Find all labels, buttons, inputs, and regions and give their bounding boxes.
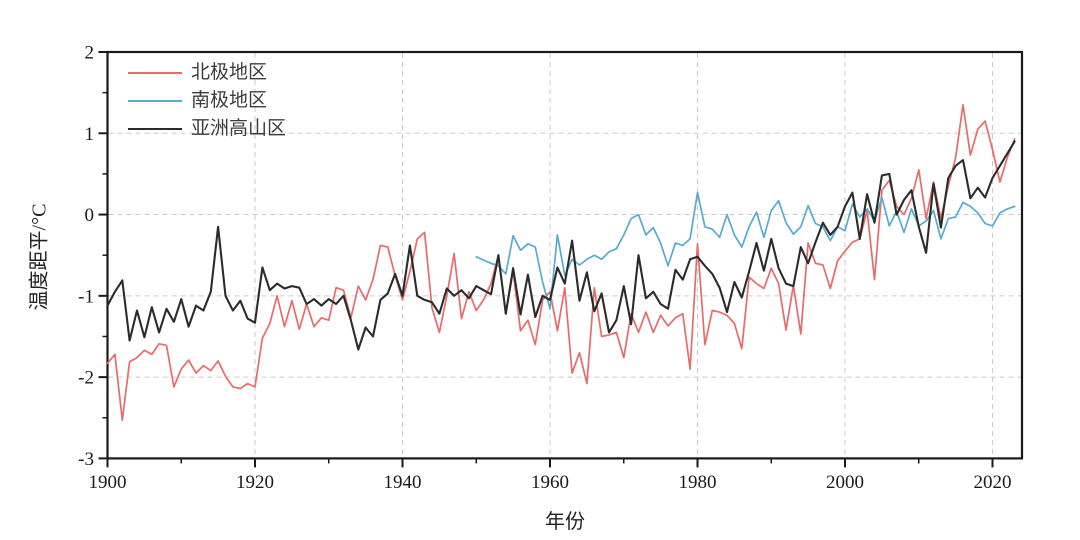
x-tick-label-1940: 1940	[384, 472, 422, 493]
x-tick-label-2020: 2020	[974, 472, 1012, 493]
y-tick-label-2: 2	[85, 43, 95, 64]
legend-item-asian-highlands: 亚洲高山区	[128, 115, 286, 143]
y-tick-label-0: 0	[85, 205, 95, 226]
asian-highlands-line-swatch	[128, 128, 182, 130]
legend-item-antarctic: 南极地区	[128, 87, 286, 115]
series-line-antarctic	[475, 191, 1016, 310]
legend-label-asian-highlands: 亚洲高山区	[191, 118, 287, 139]
legend: 北极地区 南极地区 亚洲高山区	[128, 59, 286, 143]
x-tick-label-1900: 1900	[89, 472, 127, 493]
y-axis-title: 温度距平/°C	[28, 203, 51, 311]
y-tick-label--2: -2	[78, 368, 94, 389]
series-line-arctic	[106, 103, 1016, 422]
legend-label-arctic: 北极地区	[191, 62, 268, 83]
x-tick-label-1980: 1980	[679, 472, 717, 493]
y-tick-label--3: -3	[78, 449, 94, 470]
legend-label-antarctic: 南极地区	[191, 90, 268, 111]
x-tick-label-1960: 1960	[531, 472, 569, 493]
legend-item-arctic: 北极地区	[128, 59, 286, 87]
series-line-asian-highlands	[106, 140, 1016, 351]
x-tick-label-1920: 1920	[236, 472, 274, 493]
arctic-line-swatch	[128, 72, 182, 74]
antarctic-line-swatch	[128, 100, 182, 102]
x-axis-title: 年份	[545, 511, 585, 533]
x-tick-label-2000: 2000	[826, 472, 864, 493]
plot-frame	[106, 50, 1024, 460]
y-tick-label-1: 1	[85, 124, 95, 145]
y-tick-label--1: -1	[78, 286, 94, 307]
